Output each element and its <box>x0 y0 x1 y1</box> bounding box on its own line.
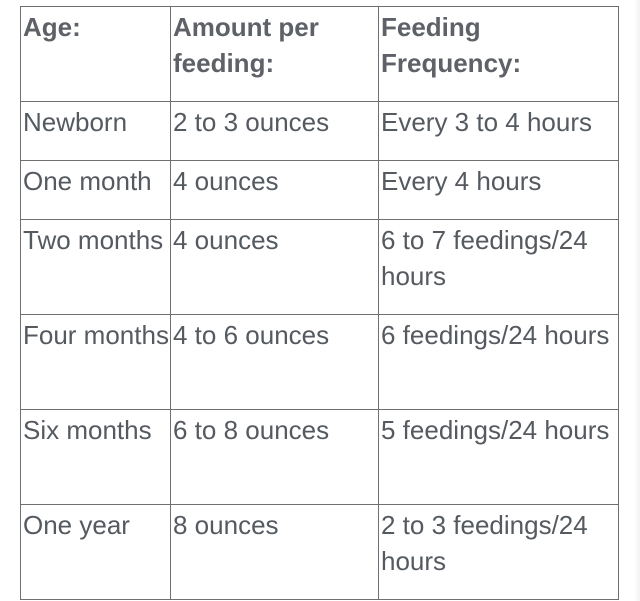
cell-frequency: Every 4 hours <box>378 160 619 220</box>
cell-age: One month <box>20 160 171 220</box>
cell-age: One year <box>20 504 171 600</box>
cell-frequency: 5 feedings/24 hours <box>378 409 619 505</box>
cell-amount: 4 ounces <box>170 219 379 315</box>
page-edge-divider <box>634 0 640 601</box>
cell-frequency: Every 3 to 4 hours <box>378 101 619 161</box>
cell-amount: 8 ounces <box>170 504 379 600</box>
table-row: One month 4 ounces Every 4 hours <box>20 160 619 220</box>
feeding-schedule-table: Age: Amount per feeding: Feeding Frequen… <box>20 6 619 600</box>
header-feeding-frequency: Feeding Frequency: <box>378 6 619 102</box>
cell-age: Four months <box>20 314 171 410</box>
cell-age: Newborn <box>20 101 171 161</box>
cell-amount: 4 ounces <box>170 160 379 220</box>
cell-amount: 6 to 8 ounces <box>170 409 379 505</box>
table-row: Two months 4 ounces 6 to 7 feedings/24 h… <box>20 219 619 315</box>
header-amount-per-feeding: Amount per feeding: <box>170 6 379 102</box>
header-age: Age: <box>20 6 171 102</box>
table-row: One year 8 ounces 2 to 3 feedings/24 hou… <box>20 504 619 600</box>
header-row: Age: Amount per feeding: Feeding Frequen… <box>20 6 619 102</box>
cell-age: Two months <box>20 219 171 315</box>
table-row: Six months 6 to 8 ounces 5 feedings/24 h… <box>20 409 619 505</box>
cell-frequency: 6 to 7 feedings/24 hours <box>378 219 619 315</box>
table-row: Four months 4 to 6 ounces 6 feedings/24 … <box>20 314 619 410</box>
cell-amount: 2 to 3 ounces <box>170 101 379 161</box>
cell-frequency: 2 to 3 feedings/24 hours <box>378 504 619 600</box>
cell-amount: 4 to 6 ounces <box>170 314 379 410</box>
cell-frequency: 6 feedings/24 hours <box>378 314 619 410</box>
table-row: Newborn 2 to 3 ounces Every 3 to 4 hours <box>20 101 619 161</box>
cell-age: Six months <box>20 409 171 505</box>
